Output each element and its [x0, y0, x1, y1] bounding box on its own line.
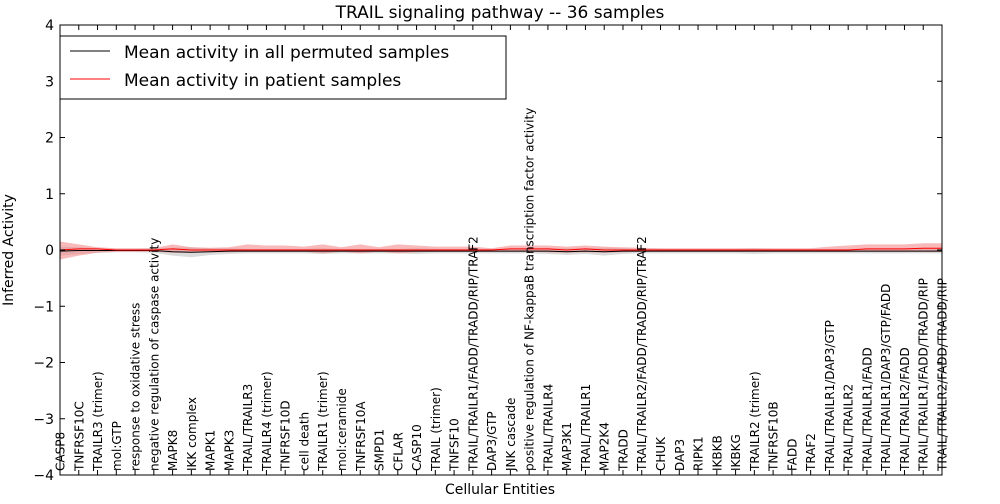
x-tick-label: DAP3	[673, 439, 687, 471]
x-tick-label: TRAILR4 (trimer)	[260, 371, 274, 472]
x-axis-ticks	[59, 25, 943, 475]
x-tick-label: TRAILR2 (trimer)	[748, 371, 762, 472]
x-tick-label: TNFRSF10D	[279, 400, 293, 472]
x-tick-label: TRAIL (trimer)	[429, 387, 443, 472]
x-tick-label: MAPK8	[166, 430, 180, 471]
x-tick-label: TNFRSF10C	[72, 401, 86, 472]
x-tick-label: MAPK1	[204, 430, 218, 471]
x-tick-label: MAP3K1	[560, 422, 574, 471]
x-tick-label: TRAIL/TRAILR1/FADD	[860, 347, 874, 472]
x-tick-label: mol:ceramide	[335, 388, 349, 471]
x-tick-label: response to oxidative stress	[129, 303, 143, 471]
x-tick-label: TRAIL/TRAILR4	[541, 384, 555, 472]
x-tick-label: TRAF2	[804, 433, 818, 472]
y-tick-label: 1	[45, 187, 54, 203]
x-tick-label: TNFSF10	[448, 418, 462, 472]
x-tick-label: TRADD	[616, 429, 630, 472]
y-axis-label: Inferred Activity	[1, 194, 17, 306]
x-axis-label: Cellular Entities	[445, 482, 555, 498]
y-tick-label: 2	[45, 131, 54, 147]
x-tick-label: RIPK1	[692, 436, 706, 471]
x-tick-label: TRAIL/TRAILR2/FADD/TRADD/RIP/TRAF2	[635, 236, 649, 472]
x-tick-label: CFLAR	[391, 432, 405, 471]
x-tick-label: TRAIL/TRAILR2/FADD	[898, 347, 912, 472]
x-tick-label: cell death	[297, 412, 311, 471]
y-tick-label: 0	[45, 243, 54, 259]
x-tick-label: TRAIL/TRAILR1/FADD/TRADD/RIP	[917, 278, 931, 472]
x-tick-label: CASP10	[410, 424, 424, 471]
x-tick-label: TRAIL/TRAILR1/DAP3/GTP	[823, 320, 837, 472]
chart-title: TRAIL signaling pathway -- 36 samples	[335, 3, 665, 23]
x-tick-label: TRAIL/TRAILR3	[241, 384, 255, 472]
x-tick-label: positive regulation of NF-kappaB transcr…	[523, 108, 537, 471]
y-tick-label: −4	[33, 468, 54, 484]
x-tick-label: TRAILR1 (trimer)	[316, 371, 330, 472]
x-tick-label: FADD	[785, 439, 799, 472]
x-tick-label: TNFRSF10A	[354, 401, 368, 472]
x-tick-label: DAP3/GTP	[485, 411, 499, 471]
x-tick-label: TRAILR3 (trimer)	[91, 371, 105, 472]
y-tick-label: −3	[33, 412, 54, 428]
legend: Mean activity in all permuted samples Me…	[59, 35, 507, 100]
series-line-2	[59, 247, 942, 251]
x-tick-label: IKK complex	[185, 397, 199, 471]
x-tick-label: JNK cascade	[504, 398, 518, 472]
legend-label-patient: Mean activity in patient samples	[124, 71, 401, 91]
x-tick-labels: CASP8 TNFRSF10C TRAILR3 (trimer) mol:GTP res…	[54, 108, 950, 472]
x-tick-label: TRAIL/TRAILR1/FADD/TRADD/RIP/TRAF2	[466, 236, 480, 472]
series-band-2	[60, 241, 942, 260]
confidence-bands	[60, 241, 942, 260]
y-tick-label: −2	[33, 356, 54, 372]
x-tick-label: TRAIL/TRAILR1/DAP3/GTP/FADD	[879, 284, 893, 472]
y-tick-label: 3	[45, 74, 54, 90]
x-tick-label: IKBKB	[710, 435, 724, 471]
x-tick-label: MAPK3	[222, 430, 236, 471]
x-tick-label: TRAIL/TRAILR1	[579, 384, 593, 472]
y-tick-label: −1	[33, 299, 54, 315]
legend-box	[59, 35, 507, 100]
x-tick-label: CHUK	[654, 436, 668, 471]
x-tick-label: mol:GTP	[110, 421, 124, 471]
x-tick-label: TNFRSF10B	[767, 401, 781, 472]
legend-label-permuted: Mean activity in all permuted samples	[124, 43, 449, 63]
x-tick-label: SMPD1	[373, 429, 387, 471]
series-lines	[59, 247, 942, 253]
x-tick-label: MAP2K4	[598, 422, 612, 471]
x-tick-label: TRAIL/TRAILR2	[842, 384, 856, 472]
y-tick-label: 4	[45, 18, 54, 34]
series-line-1	[59, 250, 942, 253]
y-axis: −4 −3 −2 −1 0 1 2 3 4	[33, 18, 942, 484]
x-tick-label: negative regulation of caspase activity	[147, 238, 161, 471]
x-tick-label: IKBKG	[729, 434, 743, 471]
